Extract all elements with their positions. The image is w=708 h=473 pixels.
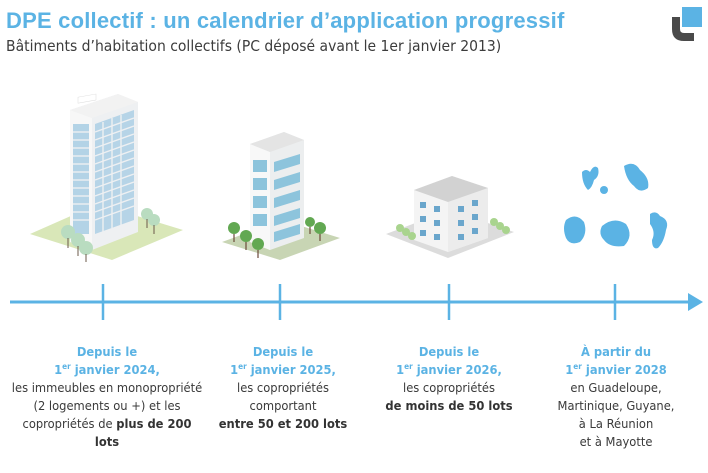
page-title: DPE collectif : un calendrier d’applicat… xyxy=(6,8,565,33)
milestone-text: et à Mayotte xyxy=(579,434,653,449)
milestone-text: les copropriétés xyxy=(237,380,329,395)
milestone-text: les copropriétés xyxy=(403,380,495,395)
milestone-date: 1er janvier 2028 xyxy=(565,362,667,377)
tall-tower-illustration xyxy=(30,93,183,262)
milestone-2028: À partir du 1er janvier 2028 en Guadelou… xyxy=(519,343,708,451)
milestone-text: Martinique, Guyane, xyxy=(557,398,675,413)
milestone-heading: À partir du xyxy=(580,344,652,359)
timeline-axis xyxy=(10,284,703,320)
brand-logo-icon xyxy=(672,7,702,41)
milestone-heading: Depuis le xyxy=(76,344,138,359)
milestone-text: copropriétés de plus de 200 lots xyxy=(22,416,192,449)
milestone-text: comportant xyxy=(249,398,317,413)
overseas-territories-map-icon xyxy=(564,163,668,249)
milestone-text: entre 50 et 200 lots xyxy=(218,416,348,431)
milestone-2024: Depuis le 1er janvier 2024, les immeuble… xyxy=(10,343,203,451)
page-subtitle: Bâtiments d’habitation collectifs (PC dé… xyxy=(6,37,502,55)
milestone-heading: Depuis le xyxy=(252,344,314,359)
small-building-illustration xyxy=(386,176,514,258)
timeline-arrow-icon xyxy=(688,293,703,311)
milestone-text: à La Réunion xyxy=(578,416,654,431)
milestone-text: en Guadeloupe, xyxy=(570,380,662,395)
milestone-text: les immeubles en monopropriété xyxy=(11,380,203,395)
milestone-date: 1er janvier 2025, xyxy=(230,362,336,377)
milestone-text: (2 logements ou +) et les xyxy=(33,398,181,413)
mid-rise-building-illustration xyxy=(222,132,340,260)
milestone-2025: Depuis le 1er janvier 2025, les copropri… xyxy=(186,343,379,433)
milestone-date: 1er janvier 2026, xyxy=(396,362,502,377)
milestone-2026: Depuis le 1er janvier 2026, les copropri… xyxy=(352,343,545,415)
milestone-date: 1er janvier 2024, xyxy=(54,362,160,377)
milestone-text: de moins de 50 lots xyxy=(385,398,513,413)
milestone-heading: Depuis le xyxy=(418,344,480,359)
